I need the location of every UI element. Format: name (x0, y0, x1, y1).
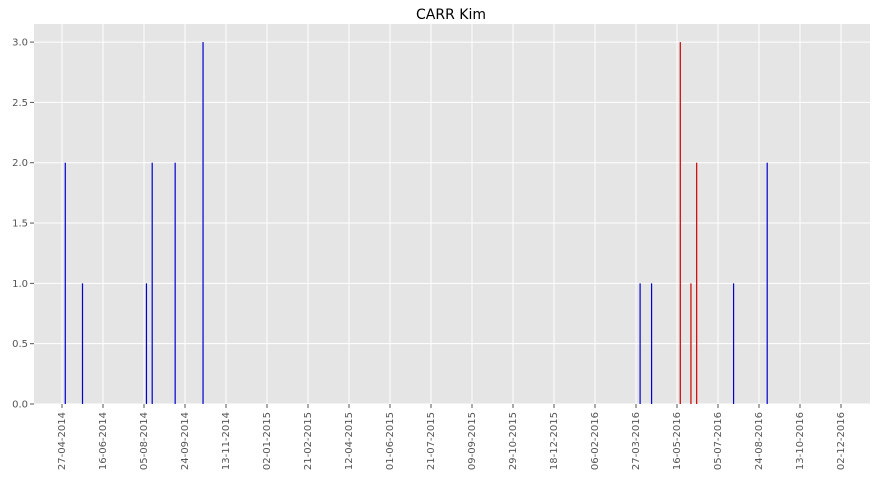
bar (151, 162, 153, 404)
bar (679, 42, 681, 404)
x-tick-label: 06-02-2016 (590, 412, 601, 470)
y-tick-label: 1.0 (12, 279, 28, 290)
x-axis: 27-04-2014 16-06-2014 05-08-2014 24-09-2014… (57, 404, 847, 470)
x-tick-label: 12-04-2015 (344, 412, 355, 470)
y-tick-label: 0.0 (12, 400, 28, 411)
x-tick-label: 18-12-2015 (549, 412, 560, 470)
y-axis: 0.0 0.5 1.0 1.5 2.0 2.5 3.0 (12, 38, 34, 411)
x-tick-label: 16-05-2016 (672, 412, 683, 470)
x-tick-label: 24-09-2014 (180, 412, 191, 470)
x-tick-label: 13-11-2014 (221, 412, 232, 470)
bars (64, 42, 768, 404)
bar (650, 283, 653, 404)
bar (81, 283, 84, 404)
x-tick-label: 02-01-2015 (262, 412, 273, 470)
bar (639, 283, 641, 404)
x-tick-label: 09-09-2015 (467, 412, 478, 470)
x-tick-label: 13-10-2016 (795, 412, 806, 470)
chart-title: CARR Kim (416, 7, 486, 23)
y-tick-label: 3.0 (12, 38, 28, 49)
x-tick-label: 27-04-2014 (57, 412, 68, 470)
x-tick-label: 24-08-2016 (754, 412, 765, 470)
bar (145, 283, 148, 404)
y-tick-label: 2.0 (12, 158, 28, 169)
bar (766, 162, 768, 404)
x-tick-label: 21-02-2015 (303, 412, 314, 470)
x-tick-label: 02-12-2016 (836, 412, 847, 470)
bar (174, 162, 176, 404)
x-tick-label: 29-10-2015 (508, 412, 519, 470)
x-tick-label: 01-06-2015 (385, 412, 396, 470)
bar (202, 42, 204, 404)
plot-background (34, 24, 870, 404)
bar (64, 162, 66, 404)
bar (696, 162, 698, 404)
bar (732, 283, 735, 404)
x-tick-label: 16-06-2014 (98, 412, 109, 470)
x-tick-label: 27-03-2016 (631, 412, 642, 470)
x-tick-label: 21-07-2015 (426, 412, 437, 470)
x-tick-label: 05-07-2016 (713, 412, 724, 470)
y-tick-label: 1.5 (12, 219, 28, 230)
grid (34, 24, 870, 405)
y-tick-label: 0.5 (12, 339, 28, 350)
x-tick-label: 05-08-2014 (139, 412, 150, 470)
y-tick-label: 2.5 (12, 98, 28, 109)
bar (690, 283, 692, 404)
